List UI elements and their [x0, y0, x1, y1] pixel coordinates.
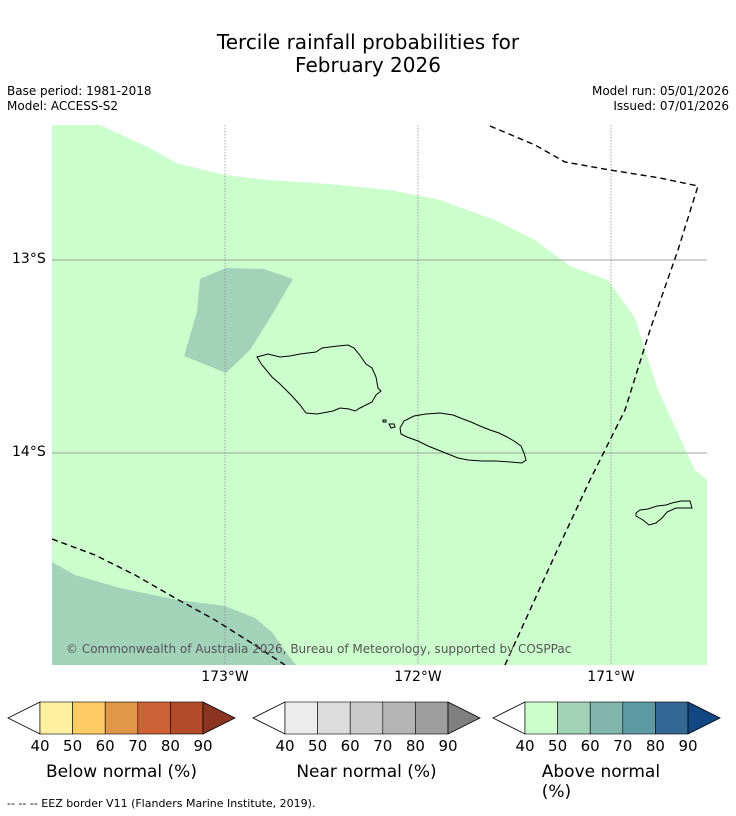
savaii-island — [256, 344, 382, 415]
legend-above-low-arrow — [492, 701, 526, 735]
eez-border-north-east — [489, 125, 699, 665]
lon-label-172w: 172°W — [394, 669, 442, 685]
tutuila-island — [635, 500, 693, 526]
lat-label-13s: 13°S — [12, 251, 46, 267]
legend-below-swatch-50 — [72, 701, 106, 735]
legend-above-swatch-60 — [589, 701, 624, 735]
title-line-2: February 2026 — [295, 53, 441, 77]
model-run: Model run: 05/01/2026 — [591, 84, 729, 98]
lon-label-173w: 173°W — [201, 669, 249, 685]
model-name: Model: ACCESS-S2 — [7, 99, 119, 113]
lat-label-14s: 14°S — [12, 444, 46, 460]
legend-near-tick-60: 60 — [340, 737, 360, 755]
legend-above-tick-60: 60 — [580, 737, 600, 755]
coastlines — [256, 344, 693, 526]
legend-near-tick-90: 90 — [438, 737, 458, 755]
legend-near — [252, 701, 481, 735]
legend-below-tick-60: 60 — [95, 737, 115, 755]
title-line-1: Tercile rainfall probabilities for — [216, 30, 520, 54]
legend-below-swatch-60 — [104, 701, 139, 735]
above-normal-50-60-patch-north — [184, 268, 293, 373]
issued-date: Issued: 07/01/2026 — [613, 99, 729, 113]
legend-near-swatch-70 — [382, 701, 416, 735]
legend-above-tick-40: 40 — [515, 737, 535, 755]
legend-above-swatch-40 — [524, 701, 558, 735]
eez-border — [52, 125, 699, 665]
apolima-island — [382, 419, 387, 423]
legend-below-tick-50: 50 — [63, 737, 83, 755]
legend-near-swatch-50 — [317, 701, 351, 735]
above-normal-40-50-region — [52, 125, 707, 665]
legends — [7, 701, 721, 735]
legend-below-swatch-80 — [170, 701, 204, 735]
map-title: Tercile rainfall probabilities for Febru… — [0, 31, 736, 77]
legend-near-swatch-40 — [284, 701, 318, 735]
above-normal-50-60-patch-southwest — [52, 562, 296, 665]
copyright-notice: © Commonwealth of Australia 2026, Bureau… — [66, 642, 571, 656]
base-period: Base period: 1981-2018 — [7, 84, 152, 98]
manono-island — [388, 423, 396, 429]
legend-near-tick-50: 50 — [308, 737, 328, 755]
gridlines — [52, 125, 707, 665]
legend-near-tick-40: 40 — [275, 737, 295, 755]
map-area: © Commonwealth of Australia 2026, Bureau… — [52, 125, 707, 665]
meta-left: Base period: 1981-2018 Model: ACCESS-S2 — [7, 84, 152, 114]
legend-below-high-arrow — [202, 701, 236, 735]
legend-below-swatch-40 — [39, 701, 73, 735]
legend-near-swatch-60 — [349, 701, 384, 735]
eez-border-south-west — [52, 538, 286, 665]
legend-above-tick-70: 70 — [613, 737, 633, 755]
legend-near-high-arrow — [447, 701, 481, 735]
legend-above-swatch-50 — [557, 701, 591, 735]
legend-below — [7, 701, 236, 735]
legend-near-title: Near normal (%) — [296, 762, 437, 782]
upolu-island — [399, 412, 527, 464]
legend-near-low-arrow — [252, 701, 286, 735]
legend-below-low-arrow — [7, 701, 41, 735]
legend-near-swatch-80 — [415, 701, 449, 735]
legend-above-swatch-80 — [655, 701, 689, 735]
legend-below-tick-80: 80 — [160, 737, 180, 755]
lon-label-171w: 171°W — [587, 669, 635, 685]
legend-below-title: Below normal (%) — [46, 762, 197, 782]
legend-above-tick-80: 80 — [645, 737, 665, 755]
meta-right: Model run: 05/01/2026 Issued: 07/01/2026 — [592, 84, 729, 114]
legend-above-title: Above normal (%) — [541, 762, 661, 802]
legend-above-tick-90: 90 — [678, 737, 698, 755]
legend-below-tick-70: 70 — [128, 737, 148, 755]
legend-above-swatch-70 — [622, 701, 656, 735]
legend-above-tick-50: 50 — [548, 737, 568, 755]
legend-below-tick-90: 90 — [193, 737, 213, 755]
legend-near-tick-70: 70 — [373, 737, 393, 755]
legend-above — [492, 701, 721, 735]
legend-below-tick-40: 40 — [30, 737, 50, 755]
eez-footer-note: -- -- -- EEZ border V11 (Flanders Marine… — [7, 797, 316, 810]
legend-above-high-arrow — [687, 701, 721, 735]
legend-below-swatch-70 — [137, 701, 171, 735]
legend-near-tick-80: 80 — [405, 737, 425, 755]
